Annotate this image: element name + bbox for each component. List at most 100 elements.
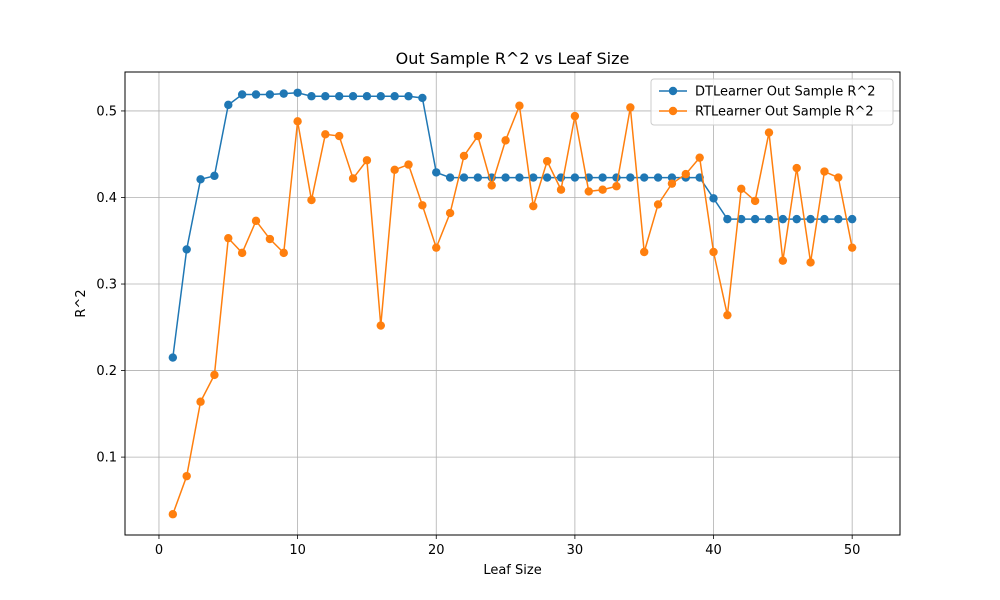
data-point bbox=[709, 194, 718, 203]
data-point bbox=[515, 101, 524, 110]
data-point bbox=[487, 181, 496, 190]
data-point bbox=[251, 90, 261, 99]
data-point bbox=[640, 173, 649, 182]
data-point bbox=[182, 471, 191, 481]
data-point bbox=[681, 169, 691, 179]
data-point bbox=[445, 173, 455, 182]
y-tick-label: 0.4 bbox=[96, 191, 117, 206]
legend: DTLearner Out Sample R^2 RTLearner Out Sa… bbox=[650, 78, 894, 126]
legend-swatch-marker bbox=[668, 106, 678, 116]
data-point bbox=[764, 214, 774, 224]
data-point bbox=[307, 195, 316, 205]
data-point bbox=[820, 167, 829, 176]
series-dtlearner bbox=[168, 88, 857, 362]
data-point bbox=[695, 153, 704, 162]
data-point bbox=[334, 92, 344, 101]
data-point bbox=[168, 510, 178, 519]
data-point bbox=[612, 182, 621, 191]
data-point bbox=[764, 128, 774, 137]
data-point bbox=[432, 243, 441, 252]
data-point bbox=[709, 247, 718, 257]
x-tick-label: 0 bbox=[155, 543, 163, 558]
data-point bbox=[307, 92, 316, 101]
data-point bbox=[667, 173, 677, 182]
data-point bbox=[168, 353, 178, 362]
data-point bbox=[792, 163, 801, 173]
legend-swatch-marker bbox=[668, 86, 678, 96]
legend-item: DTLearner Out Sample R^2 bbox=[659, 85, 876, 100]
data-point bbox=[834, 173, 843, 182]
data-point bbox=[847, 214, 857, 224]
data-point bbox=[251, 216, 261, 226]
data-point bbox=[723, 310, 732, 320]
data-point bbox=[778, 256, 788, 265]
data-point bbox=[667, 179, 677, 188]
data-point bbox=[515, 173, 524, 182]
data-point bbox=[820, 214, 829, 224]
data-point bbox=[542, 156, 552, 166]
data-point bbox=[778, 214, 788, 224]
data-point bbox=[362, 92, 372, 101]
x-axis-title: Leaf Size bbox=[483, 563, 541, 578]
data-point bbox=[348, 174, 358, 183]
ticks: 0 10 20 30 40 50 0.1 0.2 0.3 0.4 0.5 bbox=[96, 104, 860, 558]
y-axis-title: R^2 bbox=[74, 289, 89, 317]
x-tick-label: 50 bbox=[844, 543, 861, 558]
data-point bbox=[737, 214, 746, 224]
y-tick-label: 0.2 bbox=[96, 364, 117, 379]
data-point bbox=[237, 90, 247, 99]
legend-label: DTLearner Out Sample R^2 bbox=[695, 85, 876, 100]
data-point bbox=[834, 214, 843, 224]
data-point bbox=[640, 247, 649, 257]
data-point bbox=[265, 234, 275, 244]
data-point bbox=[376, 92, 385, 101]
x-tick-label: 10 bbox=[289, 543, 306, 558]
data-point bbox=[418, 201, 427, 210]
data-point bbox=[750, 214, 760, 224]
x-tick-label: 20 bbox=[428, 543, 445, 558]
grid bbox=[125, 72, 900, 535]
data-point bbox=[542, 173, 552, 182]
data-point bbox=[570, 173, 580, 182]
data-point bbox=[598, 173, 607, 182]
data-point bbox=[570, 111, 580, 121]
data-point bbox=[459, 173, 469, 182]
data-point bbox=[847, 243, 857, 252]
data-point bbox=[321, 92, 330, 101]
data-point bbox=[293, 88, 302, 97]
data-point bbox=[182, 245, 191, 254]
legend-item: RTLearner Out Sample R^2 bbox=[659, 105, 874, 120]
series-rtlearner bbox=[168, 101, 857, 519]
data-point bbox=[293, 117, 302, 126]
data-point bbox=[224, 233, 233, 243]
data-point bbox=[806, 258, 815, 267]
data-point bbox=[529, 173, 538, 182]
data-point bbox=[501, 136, 510, 145]
data-point bbox=[584, 187, 593, 196]
data-point bbox=[626, 173, 635, 182]
data-point bbox=[390, 165, 399, 174]
data-point bbox=[501, 173, 510, 182]
legend-label: RTLearner Out Sample R^2 bbox=[695, 105, 874, 120]
data-point bbox=[598, 185, 607, 194]
data-point bbox=[806, 214, 815, 224]
data-point bbox=[265, 90, 275, 99]
legend-box bbox=[650, 78, 894, 126]
y-tick-label: 0.1 bbox=[96, 451, 117, 466]
data-point bbox=[432, 168, 441, 177]
data-point bbox=[653, 173, 663, 182]
data-point bbox=[418, 93, 427, 103]
data-point bbox=[792, 214, 801, 224]
data-point bbox=[556, 185, 566, 194]
data-point bbox=[750, 196, 760, 206]
data-point bbox=[404, 160, 413, 169]
data-point bbox=[196, 397, 205, 406]
y-tick-label: 0.5 bbox=[96, 104, 117, 119]
data-point bbox=[279, 89, 288, 98]
series-line bbox=[172, 102, 853, 515]
data-point bbox=[445, 208, 455, 218]
data-point bbox=[473, 173, 483, 182]
data-point bbox=[210, 171, 219, 181]
